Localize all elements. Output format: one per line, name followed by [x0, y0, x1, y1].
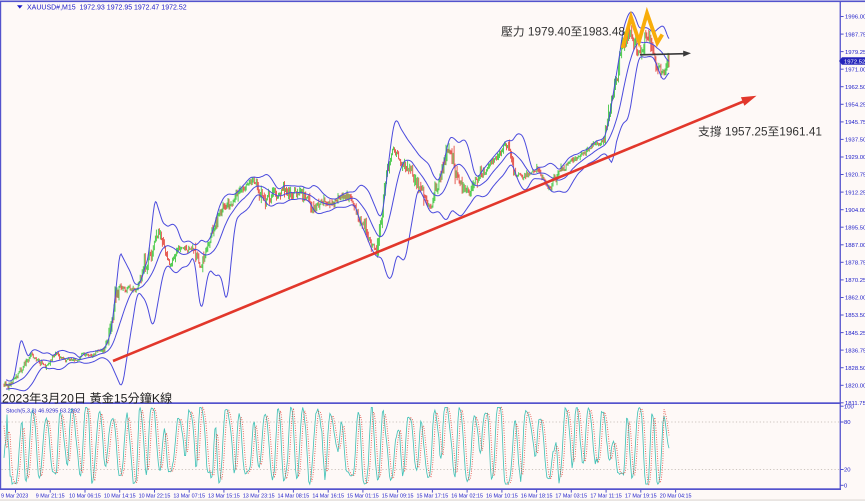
svg-text:15 Mar 17:15: 15 Mar 17:15	[417, 494, 449, 500]
svg-text:10 Mar 14:15: 10 Mar 14:15	[104, 494, 136, 500]
svg-text:1870.25: 1870.25	[845, 278, 865, 284]
svg-text:3: 3	[41, 392, 48, 406]
svg-text:1961.41: 1961.41	[779, 125, 822, 139]
svg-text:10 Mar 22:15: 10 Mar 22:15	[139, 494, 171, 500]
svg-text:1983.48: 1983.48	[582, 25, 625, 39]
svg-text:1996.00: 1996.00	[845, 15, 865, 21]
svg-text:K: K	[152, 392, 160, 406]
svg-text:Stoch(5,3,3): Stoch(5,3,3)	[6, 409, 37, 415]
svg-text:1972.93: 1972.93	[80, 4, 105, 11]
svg-text:9 Mar 21:15: 9 Mar 21:15	[36, 494, 65, 500]
svg-text:1845.25: 1845.25	[845, 331, 865, 337]
svg-text:1820.00: 1820.00	[845, 384, 865, 390]
svg-text:1862.00: 1862.00	[845, 296, 865, 302]
svg-text:1895.50: 1895.50	[845, 225, 865, 231]
svg-text:1878.75: 1878.75	[845, 261, 865, 267]
svg-text:1929.00: 1929.00	[845, 155, 865, 161]
svg-text:100: 100	[844, 404, 855, 410]
svg-text:16 Mar 02:15: 16 Mar 02:15	[451, 494, 483, 500]
svg-text:1836.75: 1836.75	[845, 348, 865, 354]
svg-text:13 Mar 15:15: 13 Mar 15:15	[208, 494, 240, 500]
svg-text:14 Mar 16:15: 14 Mar 16:15	[312, 494, 344, 500]
svg-text:1979.40: 1979.40	[528, 25, 571, 39]
svg-text:1828.50: 1828.50	[845, 366, 865, 372]
svg-text:1945.75: 1945.75	[845, 120, 865, 126]
svg-text:20: 20	[844, 468, 851, 474]
svg-text:1912.25: 1912.25	[845, 190, 865, 196]
svg-text:1957.25: 1957.25	[725, 125, 768, 139]
svg-text:15 Mar 01:15: 15 Mar 01:15	[347, 494, 379, 500]
svg-text:15: 15	[114, 392, 128, 406]
svg-text:80: 80	[844, 420, 851, 426]
svg-text:10 Mar 06:15: 10 Mar 06:15	[69, 494, 101, 500]
svg-text:13 Mar 23:15: 13 Mar 23:15	[243, 494, 275, 500]
svg-text:16 Mar 10:15: 16 Mar 10:15	[486, 494, 518, 500]
svg-text:1972.95: 1972.95	[107, 4, 132, 11]
svg-text:63.2292: 63.2292	[60, 409, 80, 415]
svg-text:9 Mar 2023: 9 Mar 2023	[1, 494, 28, 500]
svg-text:15 Mar 09:15: 15 Mar 09:15	[382, 494, 414, 500]
svg-text:0: 0	[844, 484, 848, 490]
svg-text:1904.00: 1904.00	[845, 208, 865, 214]
svg-text:20: 20	[60, 392, 74, 406]
svg-text:1887.00: 1887.00	[845, 243, 865, 249]
svg-text:2023: 2023	[2, 392, 29, 406]
svg-text:1972.52: 1972.52	[161, 4, 186, 11]
svg-text:20 Mar 04:15: 20 Mar 04:15	[660, 494, 692, 500]
svg-text:1972.47: 1972.47	[134, 4, 159, 11]
svg-text:1937.50: 1937.50	[845, 138, 865, 144]
svg-text:17 Mar 03:15: 17 Mar 03:15	[555, 494, 587, 500]
svg-text:14 Mar 08:15: 14 Mar 08:15	[278, 494, 310, 500]
svg-text:1811.75: 1811.75	[845, 401, 865, 407]
svg-text:17 Mar 11:15: 17 Mar 11:15	[590, 494, 621, 500]
svg-text:1972.52: 1972.52	[844, 59, 865, 65]
svg-text:13 Mar 07:15: 13 Mar 07:15	[173, 494, 205, 500]
svg-text:1979.25: 1979.25	[845, 50, 865, 56]
svg-text:1962.50: 1962.50	[845, 85, 865, 91]
svg-text:1954.25: 1954.25	[845, 103, 865, 109]
svg-text:1971.00: 1971.00	[845, 67, 865, 73]
svg-text:1920.75: 1920.75	[845, 173, 865, 179]
svg-text:XAUUSD#,M15: XAUUSD#,M15	[27, 4, 76, 11]
svg-text:46.9295: 46.9295	[38, 409, 58, 415]
svg-text:16 Mar 18:15: 16 Mar 18:15	[521, 494, 553, 500]
svg-text:17 Mar 19:15: 17 Mar 19:15	[625, 494, 657, 500]
svg-text:1853.50: 1853.50	[845, 313, 865, 319]
svg-text:1987.75: 1987.75	[845, 32, 865, 38]
